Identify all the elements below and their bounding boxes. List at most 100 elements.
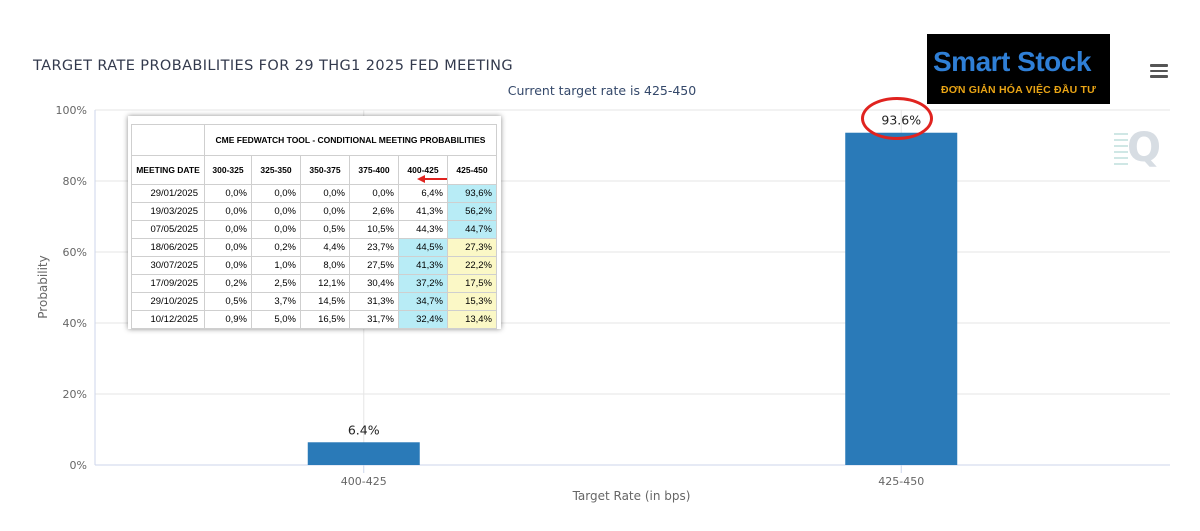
table-cell: 44,5% (398, 238, 448, 257)
table-date-cell: 29/10/2025 (131, 292, 205, 311)
chart-subtitle: Current target rate is 425-450 (507, 83, 697, 98)
table-cell: 0,0% (204, 238, 252, 257)
table-cell: 0,0% (204, 220, 252, 239)
smart-stock-logo: Smart Stock ĐƠN GIẢN HÓA VIỆC ĐẦU TƯ (927, 34, 1110, 104)
table-header-cell: MEETING DATE (131, 155, 205, 185)
table-cell: 0,2% (251, 238, 301, 257)
table-header-cell: 375-400 (349, 155, 399, 185)
table-header-cell: 325-350 (251, 155, 301, 185)
table-cell: 0,9% (204, 310, 252, 329)
table-cell: 2,6% (349, 202, 399, 221)
table-date-cell: 29/01/2025 (131, 184, 205, 203)
table-cell: 13,4% (447, 310, 497, 329)
watermark-lines-icon (1114, 133, 1128, 177)
red-arrow-icon (417, 175, 447, 183)
table-cell: 44,7% (447, 220, 497, 239)
table-body: 29/01/2025 0,0% 0,0% 0,0% 0,0% 6,4% 93,6% 19/03… (131, 184, 497, 329)
table-row: 10/12/2025 0,9% 5,0% 16,5% 31,7% 32,4% 13,4% (131, 310, 497, 329)
table-cell: 4,4% (300, 238, 350, 257)
x-tick-label: 400-425 (341, 475, 387, 488)
table-cell: 32,4% (398, 310, 448, 329)
table-cell: 0,2% (204, 274, 252, 293)
table-cell: 0,0% (204, 202, 252, 221)
table-cell: 10,5% (349, 220, 399, 239)
logo-main-text: Smart Stock (933, 46, 1091, 77)
table-cell: 0,0% (204, 184, 252, 203)
chart-title: TARGET RATE PROBABILITIES FOR 29 THG1 20… (33, 58, 514, 74)
watermark-q-logo: Q (1127, 125, 1162, 171)
table-header-cell: 300-325 (204, 155, 252, 185)
table-cell: 5,0% (251, 310, 301, 329)
table-header-cell: 350-375 (300, 155, 350, 185)
table-row: 30/07/2025 0,0% 1,0% 8,0% 27,5% 41,3% 22,2% (131, 256, 497, 275)
table-cell: 93,6% (447, 184, 497, 203)
highlight-circle (861, 97, 933, 140)
hamburger-icon[interactable] (1150, 64, 1168, 78)
table-cell: 23,7% (349, 238, 399, 257)
y-tick-label: 40% (63, 317, 87, 330)
table-cell: 41,3% (398, 256, 448, 275)
table-row: 17/09/2025 0,2% 2,5% 12,1% 30,4% 37,2% 17,5% (131, 274, 497, 293)
x-tick-label: 425-450 (878, 475, 924, 488)
table-cell: 2,5% (251, 274, 301, 293)
table-cell: 27,5% (349, 256, 399, 275)
table-cell: 8,0% (300, 256, 350, 275)
table-cell: 0,0% (251, 202, 301, 221)
y-tick-label: 0% (70, 459, 87, 472)
table-date-cell: 17/09/2025 (131, 274, 205, 293)
table-row: 18/06/2025 0,0% 0,2% 4,4% 23,7% 44,5% 27,3% (131, 238, 497, 257)
table-date-cell: 07/05/2025 (131, 220, 205, 239)
y-tick-label: 80% (63, 175, 87, 188)
table-cell: 0,0% (349, 184, 399, 203)
table-cell: 0,0% (251, 184, 301, 203)
table-cell: 27,3% (447, 238, 497, 257)
table-cell: 44,3% (398, 220, 448, 239)
table-row: 07/05/2025 0,0% 0,0% 0,5% 10,5% 44,3% 44,7% (131, 220, 497, 239)
bar-425-450 (845, 132, 958, 465)
x-axis-title: Target Rate (in bps) (572, 489, 691, 503)
table-cell: 41,3% (398, 202, 448, 221)
table-cell: 3,7% (251, 292, 301, 311)
table-date-cell: 10/12/2025 (131, 310, 205, 329)
y-tick-label: 60% (63, 246, 87, 259)
table-cell: 0,5% (300, 220, 350, 239)
table-cell: 17,5% (447, 274, 497, 293)
logo-tagline: ĐƠN GIẢN HÓA VIỆC ĐẦU TƯ (940, 84, 1097, 96)
fedwatch-table: CME FEDWATCH TOOL - CONDITIONAL MEETING … (131, 124, 497, 329)
table-cell: 0,0% (204, 256, 252, 275)
y-axis-title: Probability (36, 255, 50, 318)
table-date-cell: 30/07/2025 (131, 256, 205, 275)
table-caption: CME FEDWATCH TOOL - CONDITIONAL MEETING … (204, 124, 497, 156)
table-cell: 6,4% (398, 184, 448, 203)
table-header-cell: 425-450 (447, 155, 497, 185)
bar-400-425 (307, 442, 420, 465)
y-tick-label: 20% (63, 388, 87, 401)
table-cell: 14,5% (300, 292, 350, 311)
table-cell: 15,3% (447, 292, 497, 311)
table-cell: 30,4% (349, 274, 399, 293)
table-cell: 37,2% (398, 274, 448, 293)
table-header-row: MEETING DATE 300-325 325-350 350-375 375-400… (131, 155, 497, 185)
table-cell: 31,7% (349, 310, 399, 329)
table-cell: 0,0% (251, 220, 301, 239)
table-cell: 34,7% (398, 292, 448, 311)
table-cell: 56,2% (447, 202, 497, 221)
table-cell: 31,3% (349, 292, 399, 311)
y-tick-label: 100% (56, 104, 87, 117)
table-row: 29/10/2025 0,5% 3,7% 14,5% 31,3% 34,7% 15,3% (131, 292, 497, 311)
table-cell: 22,2% (447, 256, 497, 275)
table-cell: 16,5% (300, 310, 350, 329)
table-cell: 1,0% (251, 256, 301, 275)
table-cell: 12,1% (300, 274, 350, 293)
table-corner-cell (131, 124, 205, 156)
table-cell: 0,5% (204, 292, 252, 311)
fedwatch-table-panel: CME FEDWATCH TOOL - CONDITIONAL MEETING … (128, 116, 501, 329)
table-cell: 0,0% (300, 184, 350, 203)
table-row: 29/01/2025 0,0% 0,0% 0,0% 0,0% 6,4% 93,6% (131, 184, 497, 203)
table-row: 19/03/2025 0,0% 0,0% 0,0% 2,6% 41,3% 56,2% (131, 202, 497, 221)
table-date-cell: 19/03/2025 (131, 202, 205, 221)
table-date-cell: 18/06/2025 (131, 238, 205, 257)
table-cell: 0,0% (300, 202, 350, 221)
data-label-400-425: 6.4% (348, 422, 380, 437)
